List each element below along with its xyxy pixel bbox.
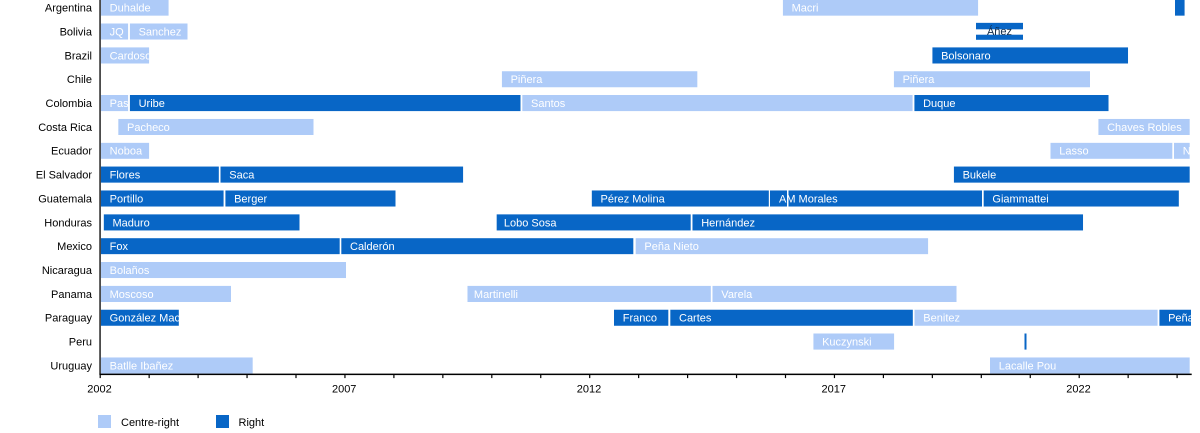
svg-text:Bolivia: Bolivia <box>60 26 93 38</box>
svg-text:Noboa: Noboa <box>110 146 143 158</box>
svg-text:Chile: Chile <box>67 74 92 86</box>
svg-text:Franco: Franco <box>623 313 657 325</box>
svg-text:Piñera: Piñera <box>511 74 544 86</box>
svg-text:Santos: Santos <box>531 98 566 110</box>
svg-text:Cartes: Cartes <box>679 313 712 325</box>
svg-text:Bukele: Bukele <box>963 170 997 182</box>
svg-text:JQ: JQ <box>110 26 124 38</box>
svg-text:Sanchez: Sanchez <box>139 26 182 38</box>
svg-text:Brazil: Brazil <box>64 50 92 62</box>
svg-text:Piñera: Piñera <box>903 74 936 86</box>
svg-text:Áñez: Áñez <box>987 25 1012 38</box>
svg-text:Calderón: Calderón <box>350 241 395 253</box>
svg-text:Uribe: Uribe <box>139 98 165 110</box>
svg-text:Berger: Berger <box>234 193 267 205</box>
svg-text:Ecuador: Ecuador <box>51 146 92 158</box>
svg-text:Paraguay: Paraguay <box>45 313 93 325</box>
svg-text:Centre-right: Centre-right <box>121 417 179 429</box>
svg-text:Bolsonaro: Bolsonaro <box>941 50 991 62</box>
svg-text:Portillo: Portillo <box>110 193 144 205</box>
svg-text:Noboa: Noboa <box>1183 146 1200 158</box>
svg-text:Colombia: Colombia <box>46 98 93 110</box>
svg-text:AM Morales: AM Morales <box>779 193 838 205</box>
svg-text:2022: 2022 <box>1066 383 1090 395</box>
svg-text:Guatemala: Guatemala <box>38 193 93 205</box>
svg-text:Pastrana: Pastrana <box>110 98 155 110</box>
svg-text:Duhalde: Duhalde <box>110 3 151 15</box>
svg-text:Batlle Ibañez: Batlle Ibañez <box>110 360 174 372</box>
svg-text:Peru: Peru <box>69 337 92 349</box>
svg-text:Maduro: Maduro <box>113 217 150 229</box>
svg-text:Duque: Duque <box>923 98 955 110</box>
svg-text:Cardoso: Cardoso <box>110 50 152 62</box>
svg-text:Right: Right <box>239 417 265 429</box>
svg-text:Lobo Sosa: Lobo Sosa <box>504 217 557 229</box>
svg-text:Mexico: Mexico <box>57 241 92 253</box>
svg-text:Panama: Panama <box>51 289 93 301</box>
svg-text:Saca: Saca <box>229 170 255 182</box>
svg-text:El Salvador: El Salvador <box>36 170 93 182</box>
svg-text:Benitez: Benitez <box>923 313 960 325</box>
svg-text:Pérez Molina: Pérez Molina <box>601 193 666 205</box>
svg-text:Macri: Macri <box>792 3 819 15</box>
svg-text:Martinelli: Martinelli <box>474 289 518 301</box>
svg-text:Lacalle Pou: Lacalle Pou <box>999 360 1057 372</box>
svg-text:Uruguay: Uruguay <box>50 360 92 372</box>
svg-text:2017: 2017 <box>822 383 846 395</box>
svg-text:Hernández: Hernández <box>701 217 755 229</box>
svg-text:Varela: Varela <box>721 289 753 301</box>
svg-text:2007: 2007 <box>332 383 356 395</box>
svg-text:Nicaragua: Nicaragua <box>42 265 93 277</box>
svg-text:2002: 2002 <box>87 383 111 395</box>
svg-text:Lasso: Lasso <box>1059 146 1088 158</box>
svg-text:Peña: Peña <box>1168 313 1195 325</box>
svg-text:Fox: Fox <box>110 241 129 253</box>
svg-text:Argentina: Argentina <box>45 3 93 15</box>
svg-text:Giammattei: Giammattei <box>992 193 1048 205</box>
svg-text:Peña Nieto: Peña Nieto <box>644 241 698 253</box>
svg-text:Chaves Robles: Chaves Robles <box>1107 122 1182 134</box>
svg-text:Costa Rica: Costa Rica <box>38 122 93 134</box>
svg-text:Pacheco: Pacheco <box>127 122 170 134</box>
svg-text:Kuczynski: Kuczynski <box>822 337 872 349</box>
svg-text:Bolaños: Bolaños <box>110 265 150 277</box>
svg-text:2012: 2012 <box>577 383 601 395</box>
svg-text:Moscoso: Moscoso <box>110 289 154 301</box>
svg-text:González Macchi: González Macchi <box>110 313 194 325</box>
svg-text:Flores: Flores <box>110 170 141 182</box>
svg-text:Honduras: Honduras <box>44 217 92 229</box>
